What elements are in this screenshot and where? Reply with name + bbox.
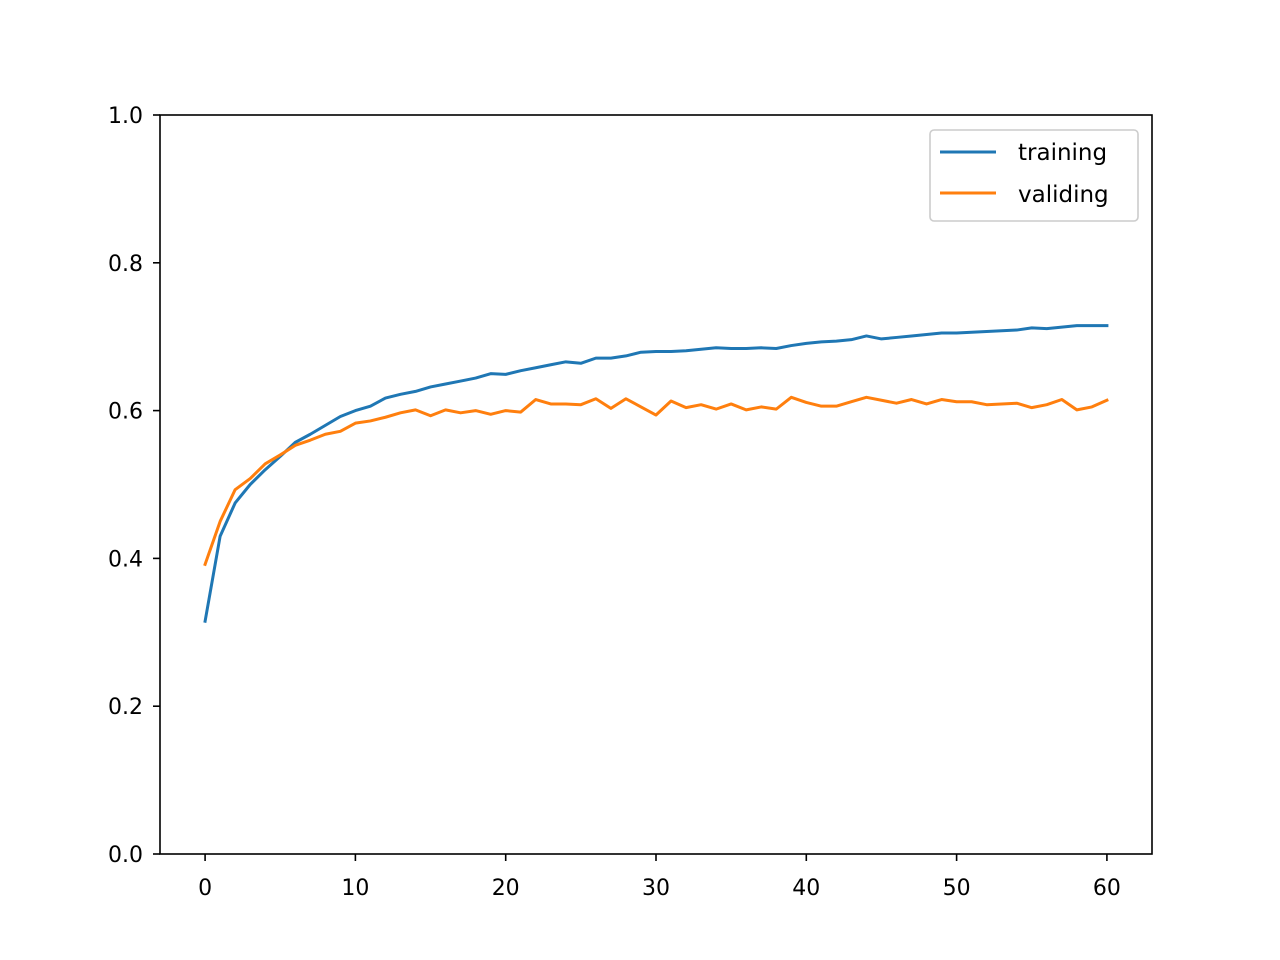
y-tick-label: 0.8 (108, 252, 143, 277)
y-tick-label: 0.6 (108, 400, 143, 425)
y-tick-label: 0.0 (108, 843, 143, 868)
legend-label-training: training (1018, 140, 1107, 166)
legend-label-validing: validing (1018, 182, 1109, 208)
y-tick-label: 0.4 (108, 547, 143, 572)
x-tick-label: 30 (642, 876, 670, 901)
x-tick-label: 60 (1093, 876, 1121, 901)
x-tick-label: 20 (492, 876, 520, 901)
series-line-validing (203, 395, 1109, 567)
x-tick-label: 40 (792, 876, 820, 901)
legend: training validing (929, 129, 1139, 222)
x-axis: 0 10 20 30 40 50 60 (198, 854, 1121, 901)
x-tick-label: 10 (341, 876, 369, 901)
series-line-training (203, 324, 1109, 623)
y-axis: 0.0 0.2 0.4 0.6 0.8 1.0 (108, 104, 160, 868)
x-tick-label: 50 (943, 876, 971, 901)
series-layer (203, 324, 1109, 623)
y-tick-label: 0.2 (108, 695, 143, 720)
plot-area (160, 115, 1152, 854)
x-tick-label: 0 (198, 876, 212, 901)
y-tick-label: 1.0 (108, 104, 143, 129)
